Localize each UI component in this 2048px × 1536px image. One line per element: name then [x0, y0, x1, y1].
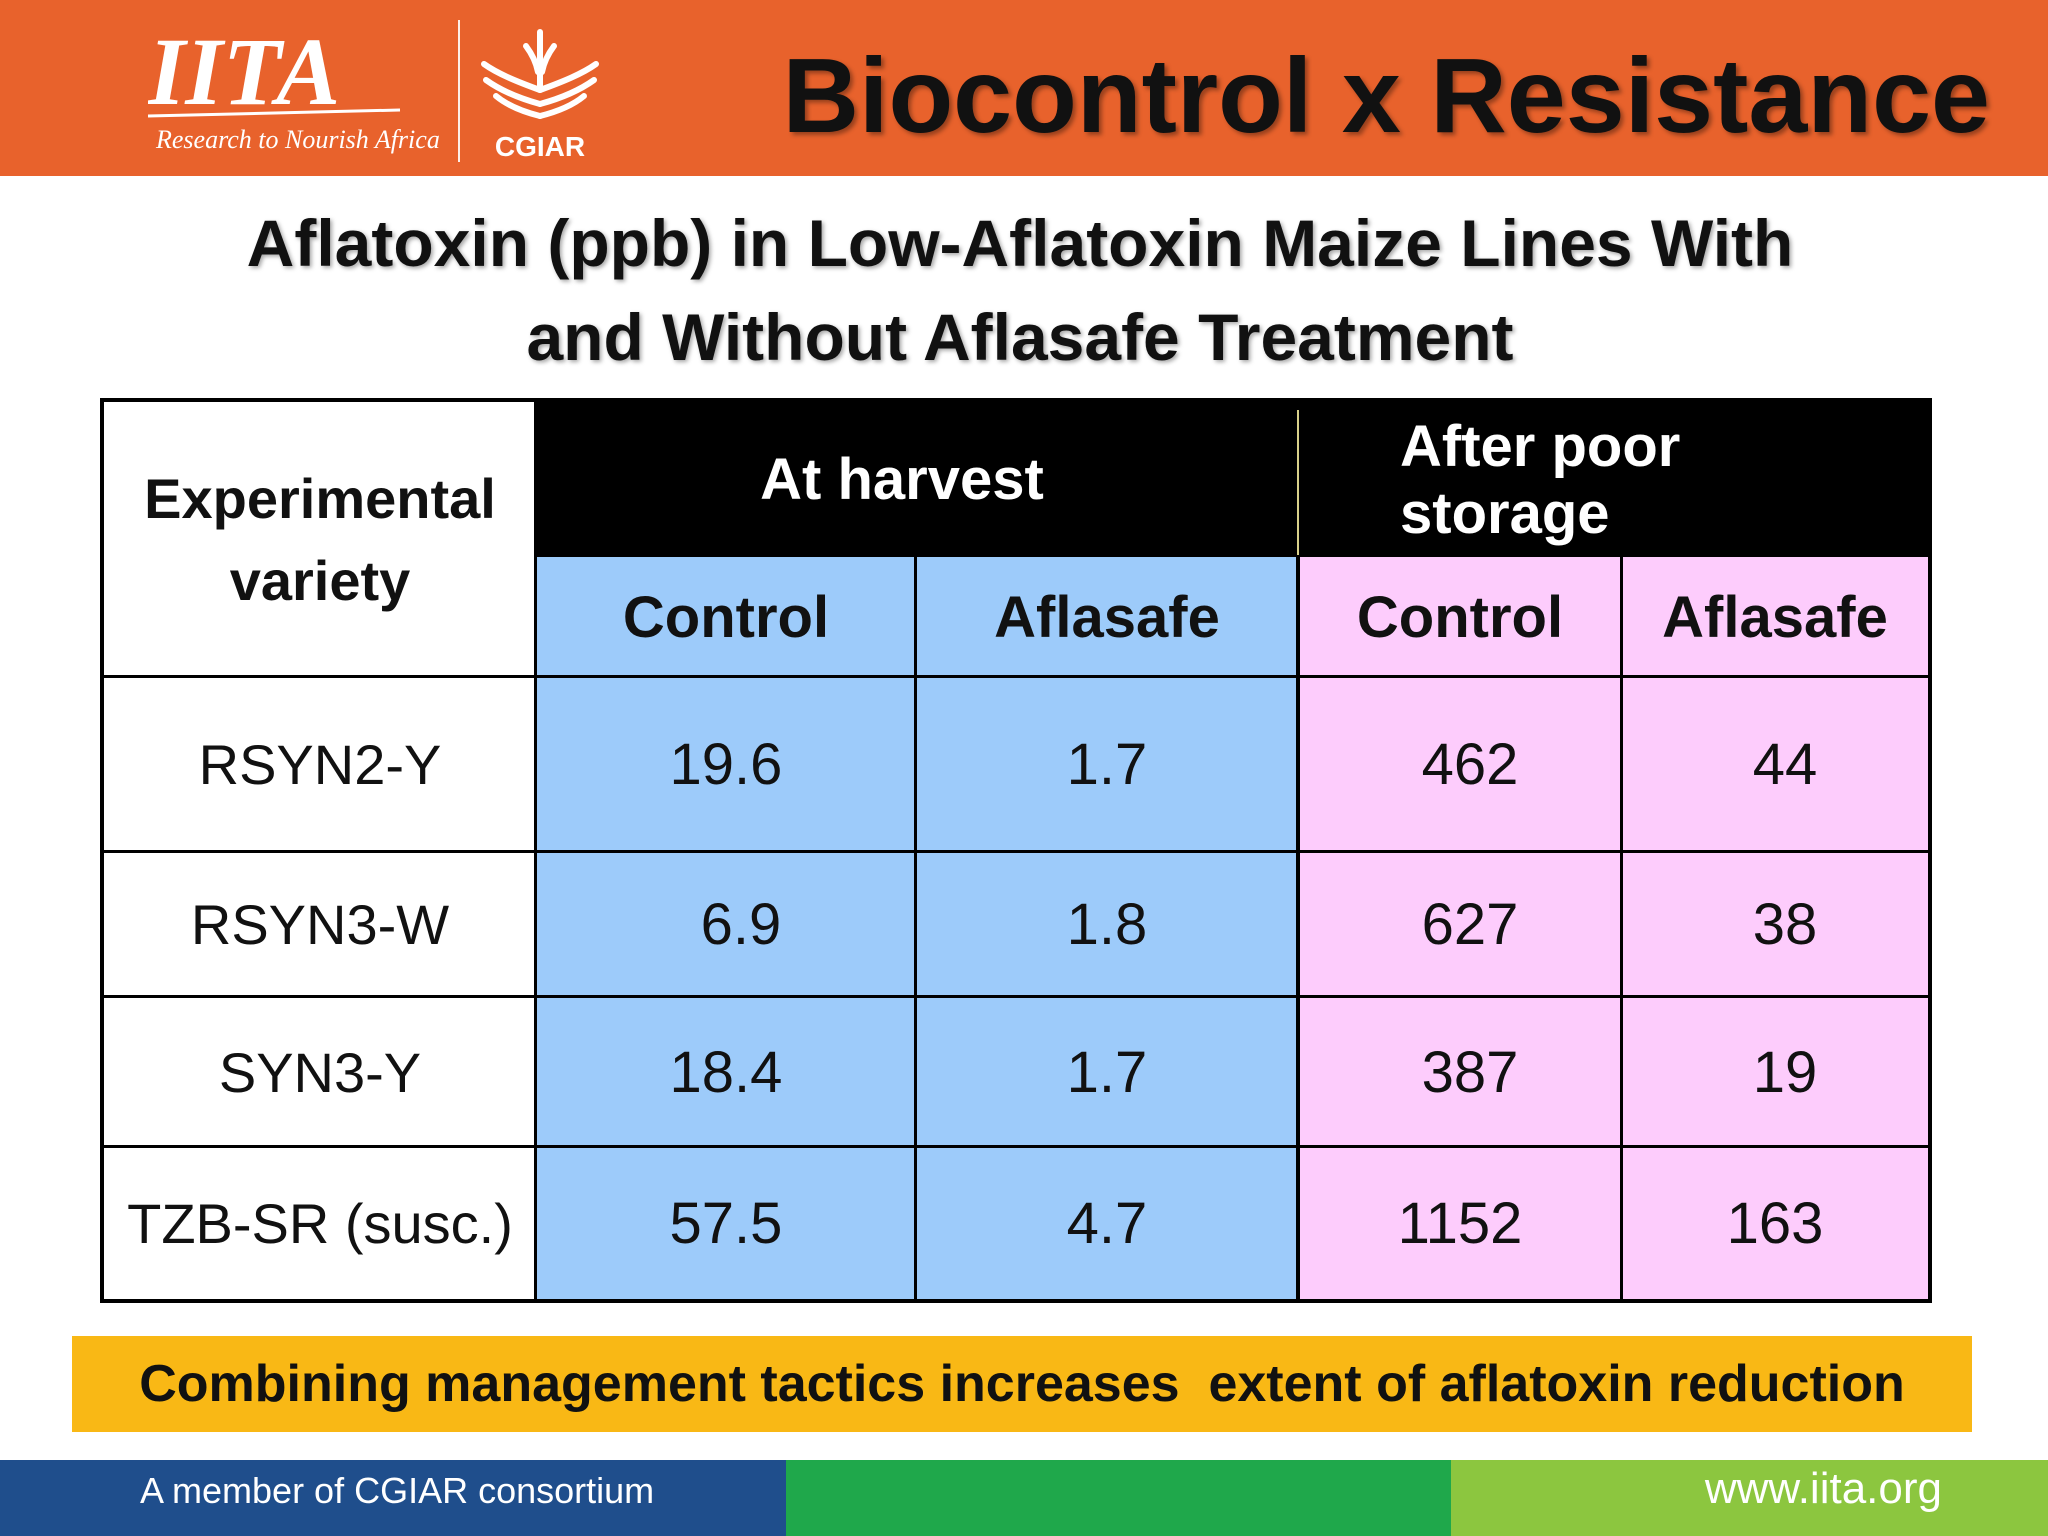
cell-storage-control: 462: [1298, 677, 1622, 852]
variety-header-line-2: variety: [229, 548, 411, 612]
footer-website-link[interactable]: www.iita.org: [1704, 1464, 1942, 1513]
variety-column-header: Experimental variety: [104, 402, 536, 677]
iita-logo: IITA Research to Nourish Africa: [148, 22, 440, 154]
footer-lime-band: [1451, 1460, 2048, 1536]
subheader-storage-aflasafe: Aflasafe: [1622, 557, 1928, 677]
grid-line: [104, 675, 1928, 678]
table-row-variety: RSYN3-W: [104, 852, 536, 997]
cell-storage-control: 387: [1298, 997, 1622, 1147]
subheader-harvest-aflasafe: Aflasafe: [916, 557, 1298, 677]
grid-line: [1296, 557, 1300, 1299]
table-caption: Aflatoxin (ppb) in Low-Aflatoxin Maize L…: [100, 196, 1940, 384]
cell-storage-aflasafe: 19: [1622, 997, 1928, 1147]
cell-storage-aflasafe: 163: [1622, 1147, 1928, 1299]
header-band: [0, 0, 2048, 176]
footer-green-band: [786, 1460, 1451, 1536]
conclusion-callout: Combining management tactics increases e…: [72, 1336, 1972, 1432]
iita-tagline: Research to Nourish Africa: [155, 125, 440, 154]
grid-line: [104, 1145, 1928, 1148]
subheader-harvest-control: Control: [536, 557, 916, 677]
grid-line: [914, 557, 917, 1299]
footer-blue-band: [0, 1460, 786, 1536]
cell-harvest-aflasafe: 1.8: [916, 852, 1298, 997]
aflatoxin-table: Experimental variety At harvest After po…: [100, 398, 1932, 1303]
cell-storage-aflasafe: 44: [1622, 677, 1928, 852]
cell-storage-aflasafe: 38: [1622, 852, 1928, 997]
cgiar-logo-text: CGIAR: [495, 131, 585, 162]
grid-line: [1620, 557, 1623, 1299]
cell-harvest-control: 19.6: [536, 677, 916, 852]
table-row-variety: TZB-SR (susc.): [104, 1147, 536, 1299]
variety-header-line-1: Experimental: [144, 466, 496, 530]
cell-storage-control: 627: [1298, 852, 1622, 997]
grid-line: [104, 995, 1928, 998]
table-row-variety: RSYN2-Y: [104, 677, 536, 852]
slide-title: Biocontrol x Resistance: [782, 37, 1990, 155]
logo-divider: [458, 20, 460, 162]
cell-harvest-aflasafe: 1.7: [916, 997, 1298, 1147]
caption-line-1: Aflatoxin (ppb) in Low-Aflatoxin Maize L…: [246, 206, 1794, 280]
table-row-variety: SYN3-Y: [104, 997, 536, 1147]
cell-harvest-aflasafe: 4.7: [916, 1147, 1298, 1299]
cell-harvest-aflasafe: 1.7: [916, 677, 1298, 852]
subheader-storage-control: Control: [1298, 557, 1622, 677]
cell-harvest-control: 57.5: [536, 1147, 916, 1299]
cell-harvest-control: 18.4: [536, 997, 916, 1147]
footer-member-text: A member of CGIAR consortium: [140, 1470, 655, 1511]
caption-line-2: and Without Aflasafe Treatment: [526, 300, 1514, 374]
group-header-at-harvest: At harvest: [536, 402, 1400, 557]
group-header-after-poor-storage: After poor storage: [1400, 402, 1928, 557]
grid-line: [104, 850, 1928, 853]
iita-logo-text: IITA: [148, 22, 340, 125]
cgiar-logo: CGIAR: [481, 29, 599, 162]
cell-harvest-control: 6.9: [536, 852, 916, 997]
cell-storage-control: 1152: [1298, 1147, 1622, 1299]
group-divider: [1297, 410, 1299, 555]
